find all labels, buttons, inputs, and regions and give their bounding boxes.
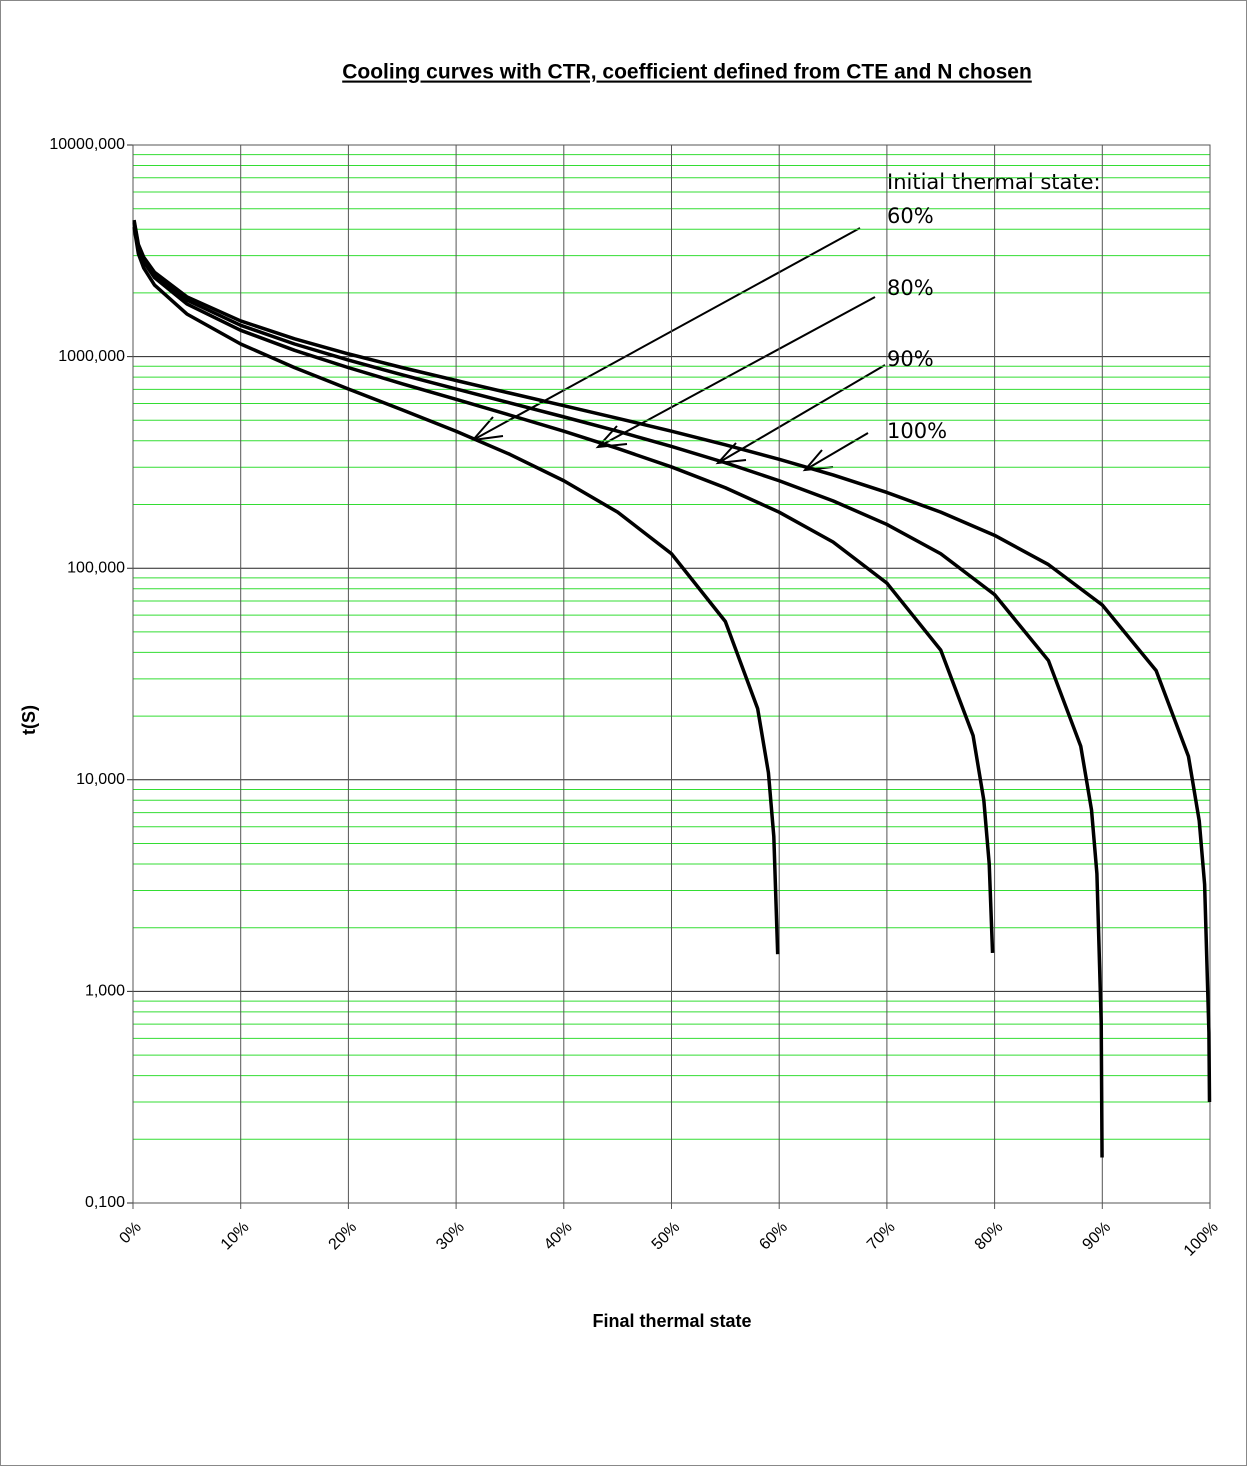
arrow-head [595, 425, 628, 449]
line [132, 222, 995, 953]
series-label: 60% [887, 204, 934, 228]
line [132, 226, 780, 955]
arrow [717, 364, 886, 464]
arrow [597, 296, 876, 448]
y-axis-label: t(S) [19, 705, 39, 735]
series-label: 90% [887, 347, 934, 371]
x-axis-label: Final thermal state [592, 1311, 751, 1331]
arrow-head [802, 449, 834, 472]
plot-border [132, 144, 1211, 1204]
annotation: Initial thermal state: [887, 170, 1101, 194]
y-tick-label: 1,000 [85, 983, 125, 1000]
y-tick-label: 10,000 [76, 771, 125, 788]
chart-title: Cooling curves with CTR, coefficient def… [342, 61, 1032, 84]
arrows [470, 227, 886, 472]
y-tick-label: 10000,000 [49, 136, 125, 153]
series-label: 100% [887, 419, 947, 443]
arrow [804, 432, 869, 471]
y-tick-label: 0,100 [85, 1194, 125, 1211]
line [132, 219, 1212, 1103]
y-tick-label: 1000,000 [58, 348, 125, 365]
y-tick-label: 100,000 [67, 559, 125, 576]
series-label: 80% [887, 276, 934, 300]
grid [127, 144, 1211, 1209]
line [132, 221, 1104, 1158]
arrow [472, 227, 861, 441]
arrow-head [715, 442, 747, 465]
